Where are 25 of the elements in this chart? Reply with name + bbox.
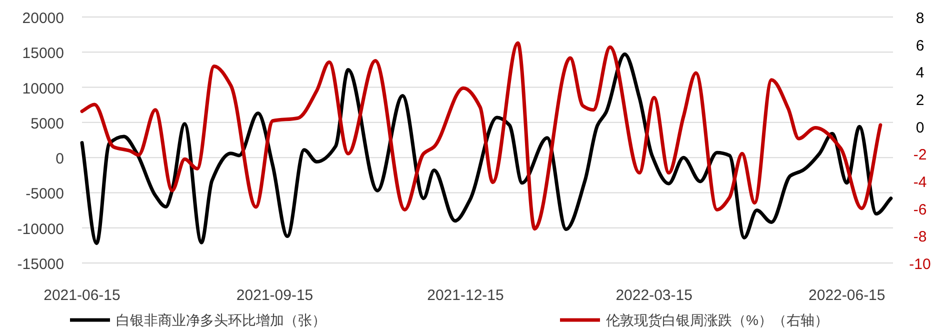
y2-tick-label: -6: [913, 201, 927, 218]
x-tick-label: 2022-06-15: [808, 287, 886, 304]
y-tick-label: -15000: [17, 256, 64, 273]
y2-tick-label: 0: [916, 119, 924, 136]
y2-tick-label: -2: [913, 146, 927, 164]
legend-label: 伦敦现货白银周涨跌（%）（右轴）: [606, 312, 828, 328]
y2-tick-label: -4: [913, 174, 927, 191]
y-tick-label: 5000: [30, 115, 64, 132]
y2-tick-label: 8: [916, 10, 924, 27]
y-tick-label: -5000: [26, 186, 64, 203]
x-tick-label: 2022-03-15: [616, 287, 692, 304]
y2-tick-label: -10: [909, 256, 931, 273]
y2-tick-label: 2: [916, 92, 924, 109]
y2-tick-label: -8: [913, 228, 927, 246]
y-tick-label: -10000: [17, 220, 64, 238]
y2-tick-label: 4: [916, 64, 924, 82]
y-tick-label: 20000: [22, 10, 64, 27]
y-tick-label: 15000: [22, 45, 64, 62]
x-tick-label: 2021-06-15: [44, 287, 120, 304]
legend-label: 白银非商业净多头环比增加（张）: [116, 312, 326, 328]
x-tick-label: 2021-09-15: [236, 287, 314, 304]
x-tick-label: 2021-12-15: [427, 287, 504, 304]
y2-tick-label: 6: [916, 37, 924, 54]
y-tick-label: 0: [56, 150, 64, 168]
y-tick-label: 10000: [22, 80, 64, 98]
